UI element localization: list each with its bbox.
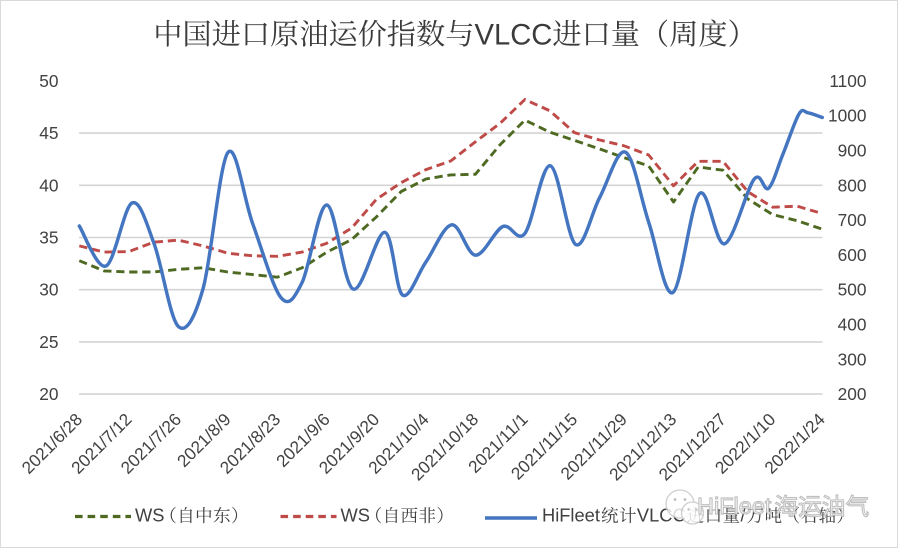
svg-text:500: 500 — [838, 280, 867, 300]
svg-text:45: 45 — [39, 123, 58, 143]
svg-text:VLCC: VLCC — [475, 19, 553, 51]
svg-text:600: 600 — [838, 245, 867, 265]
svg-text:20: 20 — [39, 384, 58, 404]
svg-text:WS: WS — [135, 505, 164, 526]
svg-text:300: 300 — [838, 349, 867, 369]
svg-text:700: 700 — [838, 210, 867, 230]
svg-text:200: 200 — [838, 384, 867, 404]
svg-text:25: 25 — [39, 332, 58, 352]
svg-text:/: / — [741, 505, 747, 526]
svg-text:HiFleet: HiFleet — [697, 493, 772, 519]
svg-text:35: 35 — [39, 228, 58, 248]
svg-text:HiFleet: HiFleet — [542, 505, 600, 526]
svg-text:30: 30 — [39, 280, 58, 300]
svg-text:1000: 1000 — [828, 106, 866, 126]
svg-text:1100: 1100 — [829, 71, 866, 91]
svg-text:900: 900 — [838, 141, 867, 161]
svg-text:40: 40 — [39, 175, 58, 195]
svg-text:400: 400 — [838, 315, 867, 335]
svg-text:WS: WS — [341, 505, 370, 526]
svg-text:800: 800 — [838, 175, 867, 195]
svg-text:50: 50 — [39, 71, 58, 91]
